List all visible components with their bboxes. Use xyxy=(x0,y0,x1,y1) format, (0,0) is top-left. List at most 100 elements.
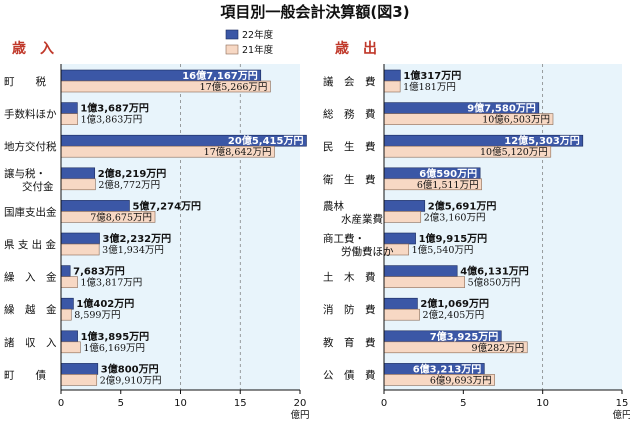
tick-label: 5 xyxy=(118,398,124,409)
legend-label-22: 22年度 xyxy=(242,29,274,41)
value-label-22: 3億2,232万円 xyxy=(103,232,172,245)
category-label: 繰 越 金 xyxy=(4,303,57,316)
value-label-22: 1億402万円 xyxy=(76,297,134,310)
value-label-22: 12億5,303万円 xyxy=(504,134,580,147)
bar-21 xyxy=(60,276,78,288)
bar-22 xyxy=(383,69,401,82)
category-label: 交付金 xyxy=(22,180,54,193)
value-label-21: 1億181万円 xyxy=(403,81,456,93)
legend: 22年度 21年度 xyxy=(225,29,274,56)
category-label: 手数料ほか xyxy=(4,108,57,121)
bar-22 xyxy=(383,297,418,310)
value-label-22: 3億800万円 xyxy=(101,362,159,375)
category-label: 国庫支出金 xyxy=(4,205,57,218)
bar-21 xyxy=(60,341,81,354)
category-label: 労働費ほか xyxy=(341,245,394,258)
category-label: 諸 収 入 xyxy=(4,336,57,349)
value-label-21: 1億3,863万円 xyxy=(81,114,143,126)
value-label-22: 20億5,415万円 xyxy=(228,134,304,147)
category-label: 商工費・ xyxy=(323,232,365,245)
value-label-22: 7億3,925万円 xyxy=(430,330,499,343)
tick-label: 15 xyxy=(616,398,629,409)
category-label: 地方交付税 xyxy=(4,140,57,153)
value-label-22: 1億3,687万円 xyxy=(80,102,149,115)
value-label-22: 7,683万円 xyxy=(73,266,125,278)
bar-22 xyxy=(60,363,99,375)
bar-22 xyxy=(60,297,74,310)
tick-label: 0 xyxy=(381,398,387,409)
value-label-22: 4億6,131万円 xyxy=(460,265,529,278)
value-label-22: 6億590万円 xyxy=(419,167,477,180)
bar-21 xyxy=(60,178,96,191)
value-label-22: 2億1,069万円 xyxy=(420,297,489,310)
tick-label: 10 xyxy=(174,398,187,409)
section-title: 歳 出 xyxy=(335,40,377,57)
value-label-22: 16億7,167万円 xyxy=(182,69,258,82)
bar-21 xyxy=(383,276,465,288)
legend-label-21: 21年度 xyxy=(242,44,274,56)
category-label: 町 税 xyxy=(4,75,46,88)
value-label-21: 2億2,405万円 xyxy=(423,309,485,321)
category-label: 衛 生 費 xyxy=(323,173,376,186)
value-label-21: 9億282万円 xyxy=(472,342,525,354)
category-label: 譲与税・ xyxy=(4,167,46,180)
category-label: 土 木 費 xyxy=(323,271,376,284)
bar-21 xyxy=(60,374,98,386)
bar-22 xyxy=(383,200,426,212)
category-label: 県 支 出 金 xyxy=(4,238,57,251)
category-label: 公 債 費 xyxy=(323,368,376,381)
value-label-22: 9億7,580万円 xyxy=(467,102,536,115)
unit-label: 億円 xyxy=(290,409,309,421)
bar-21 xyxy=(383,211,422,223)
chart-title: 項目別一般会計決算額(図3) xyxy=(220,3,409,21)
value-label-21: 6億9,693万円 xyxy=(430,374,492,386)
value-label-22: 1億9,915万円 xyxy=(419,232,488,245)
category-label: 町 債 xyxy=(4,368,46,381)
value-label-21: 1億3,817万円 xyxy=(81,277,143,289)
bar-22 xyxy=(60,330,78,343)
bar-22 xyxy=(60,102,78,114)
value-label-21: 8,599万円 xyxy=(74,310,120,321)
value-label-21: 1億5,540万円 xyxy=(412,244,474,256)
value-label-21: 7億8,675万円 xyxy=(90,211,152,223)
value-label-21: 2億9,910万円 xyxy=(100,374,162,386)
bar-21 xyxy=(60,308,72,321)
category-label: 民 生 費 xyxy=(323,140,376,153)
category-label: 総 務 費 xyxy=(323,108,376,121)
tick-label: 0 xyxy=(58,398,64,409)
value-label-21: 17億8,642万円 xyxy=(204,146,272,158)
bar-21 xyxy=(383,308,420,321)
value-label-22: 5億7,274万円 xyxy=(132,199,201,212)
value-label-22: 1億3,895万円 xyxy=(81,330,150,343)
category-label: 教 育 費 xyxy=(323,336,376,349)
bar-21 xyxy=(60,113,78,125)
value-label-22: 2億5,691万円 xyxy=(428,199,497,212)
tick-label: 15 xyxy=(234,398,247,409)
bar-21 xyxy=(383,80,401,93)
legend-swatch-21 xyxy=(225,44,239,55)
value-label-22: 1億317万円 xyxy=(403,69,461,82)
bar-22 xyxy=(383,232,416,245)
bar-22 xyxy=(60,232,100,245)
value-label-21: 5億850万円 xyxy=(468,277,521,289)
legend-swatch-22 xyxy=(225,29,239,40)
category-label: 繰 入 金 xyxy=(4,271,57,284)
bar-21 xyxy=(60,243,100,256)
value-label-21: 2億3,160万円 xyxy=(424,211,486,223)
value-label-21: 1億6,169万円 xyxy=(83,342,145,354)
value-label-22: 6億3,213万円 xyxy=(413,362,482,375)
unit-label: 億円 xyxy=(612,409,630,421)
category-label: 議 会 費 xyxy=(323,75,376,88)
tick-label: 20 xyxy=(294,398,307,409)
value-label-21: 10億5,120万円 xyxy=(480,146,548,158)
section-title: 歳 入 xyxy=(12,40,54,57)
value-label-22: 2億8,219万円 xyxy=(98,167,167,180)
bar-22 xyxy=(60,200,130,212)
bar-22 xyxy=(60,167,96,180)
tick-label: 5 xyxy=(460,398,466,409)
value-label-21: 2億8,772万円 xyxy=(98,179,160,191)
